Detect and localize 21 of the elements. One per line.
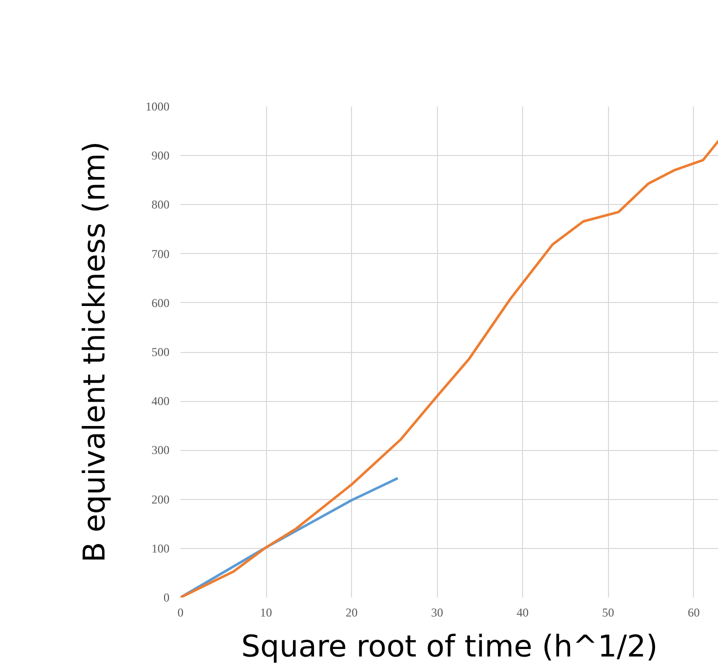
- y-tick-label: 100: [152, 541, 170, 556]
- y-tick-label: 200: [152, 492, 170, 506]
- y-tick-label: 800: [152, 198, 170, 212]
- y-tick-label: 1000: [146, 100, 170, 114]
- x-tick-label: 30: [431, 606, 444, 620]
- x-tick-label: 20: [346, 606, 358, 620]
- y-tick-label: 0: [164, 590, 170, 604]
- x-tick-label: 40: [516, 606, 529, 620]
- x-tick-label: 0: [178, 606, 184, 620]
- y-tick-label: 900: [152, 148, 170, 163]
- line-series: [180, 140, 718, 598]
- x-tick-label: 60: [688, 606, 700, 620]
- y-tick-label: 400: [152, 394, 170, 408]
- x-tick-label: 10: [260, 606, 272, 620]
- y-tick-label: 500: [152, 345, 170, 359]
- y-tick-label: 700: [152, 246, 170, 261]
- x-tick-label: 50: [602, 606, 614, 620]
- y-axis-title: B equivalent thickness (nm): [78, 141, 112, 563]
- x-axis-title: Square root of time (h^1/2): [241, 630, 658, 664]
- y-tick-label: 300: [152, 443, 170, 458]
- y-tick-label: 600: [152, 296, 170, 310]
